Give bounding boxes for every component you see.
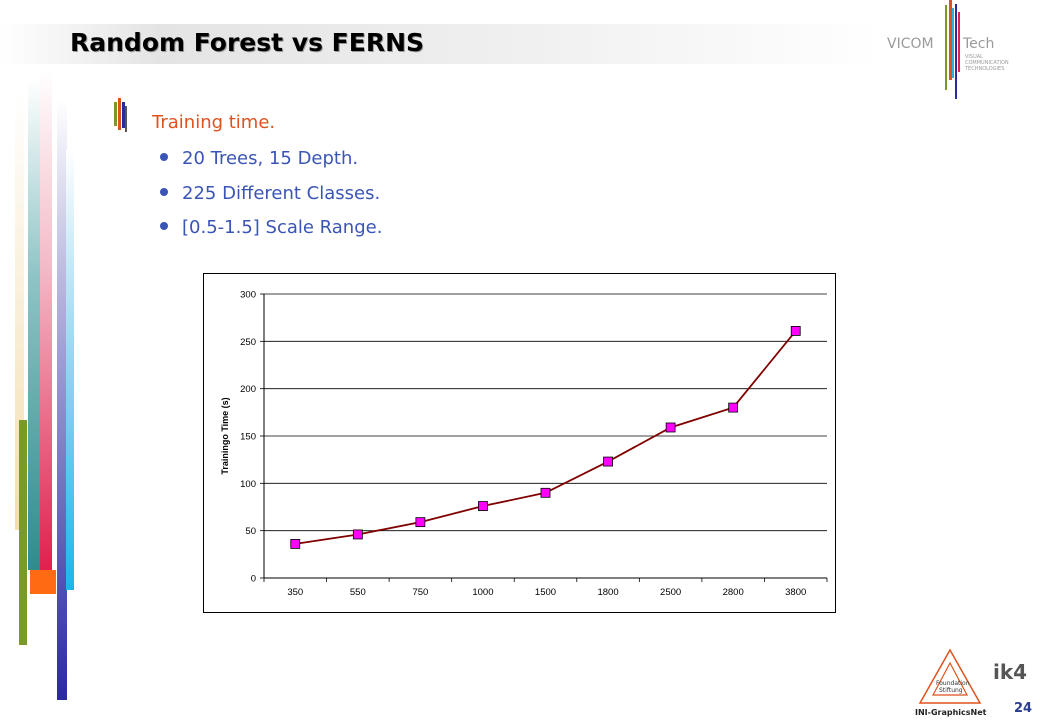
- foundation-text: Foundation: [936, 680, 970, 687]
- decor-bar-cream: [15, 90, 24, 530]
- decor-bar-navy: [57, 100, 67, 700]
- bullet-dot-icon: [160, 188, 168, 196]
- data-point: [603, 456, 613, 467]
- decor-bar-cyan: [66, 150, 74, 590]
- data-point: [352, 529, 363, 540]
- ini-graphicsnet-text: INI-GraphicsNet: [915, 708, 987, 717]
- bullet-dot-icon: [160, 222, 168, 230]
- bullet-training-time: Training time.: [152, 112, 276, 133]
- y-tick-label: 200: [240, 384, 256, 395]
- ik4-logo-text: ik4: [993, 660, 1027, 684]
- data-point: [415, 517, 426, 528]
- sub-bullet-classes: 225 Different Classes.: [160, 183, 380, 204]
- training-time-chart: 0 50 100 150 200 250 300 350 550 750 1000 1500 1800 2…: [220, 290, 828, 598]
- data-point: [290, 539, 301, 549]
- tagline-line-1: VISUAL: [965, 54, 983, 60]
- vicom-logo-text: VICOM: [887, 36, 934, 52]
- y-tick-label: 50: [245, 526, 256, 537]
- y-tick-label: 300: [240, 290, 256, 301]
- y-tick-label: 100: [240, 479, 256, 490]
- page-number: 24: [1014, 701, 1033, 716]
- x-tick-label: 1000: [472, 587, 493, 598]
- data-point: [728, 402, 739, 413]
- data-point: [540, 487, 551, 498]
- x-tick-label: 550: [350, 587, 366, 598]
- tagline-line-3: TECHNOLOGIES: [964, 66, 1004, 72]
- sub-bullet-scale: [0.5-1.5] Scale Range.: [160, 217, 382, 238]
- chart-frame: 0 50 100 150 200 250 300 350 550 750 1000 1500 1800 2…: [203, 273, 836, 613]
- y-tick-label: 0: [251, 574, 256, 585]
- decor-bar-teal: [28, 80, 40, 570]
- sub-bullet-trees: 20 Trees, 15 Depth.: [160, 148, 358, 169]
- ik4-foundation-logo: Foundation Stiftung INI-GraphicsNet ik4: [915, 648, 1027, 717]
- x-tick-label: 1800: [597, 587, 618, 598]
- bullet-stripes-icon: [114, 98, 127, 132]
- sub-bullet-text: [0.5-1.5] Scale Range.: [182, 217, 383, 238]
- title-band: [0, 24, 885, 64]
- data-point: [478, 501, 488, 511]
- x-tick-label: 750: [412, 587, 428, 598]
- data-point: [790, 326, 801, 336]
- decor-bar-green: [19, 420, 27, 645]
- sub-bullet-text: 225 Different Classes.: [182, 183, 381, 204]
- y-axis-label: Trainingo Time (s): [220, 397, 230, 474]
- decor-bar-pink: [40, 70, 52, 570]
- slide-title: Random Forest vs FERNS: [70, 28, 425, 57]
- data-point: [665, 422, 676, 433]
- series-line: [295, 330, 797, 545]
- decor-bar-orange: [30, 570, 56, 594]
- x-tick-label: 3800: [785, 587, 806, 598]
- y-tick-label: 150: [240, 432, 256, 443]
- x-tick-label: 2800: [723, 587, 744, 598]
- bullet-dot-icon: [160, 153, 168, 161]
- vicom-tech-logo: VICOM Tech VISUAL COMMUNICATION TECHNOLO…: [887, 0, 1009, 99]
- y-tick-label: 250: [240, 337, 256, 348]
- tagline-line-2: COMMUNICATION: [965, 60, 1009, 66]
- tech-logo-text: Tech: [962, 36, 994, 52]
- x-tick-label: 1500: [535, 587, 556, 598]
- x-tick-label: 350: [287, 587, 303, 598]
- sub-bullet-text: 20 Trees, 15 Depth.: [182, 148, 359, 169]
- x-tick-label: 2500: [660, 587, 681, 598]
- stiftung-text: Stiftung: [939, 687, 963, 694]
